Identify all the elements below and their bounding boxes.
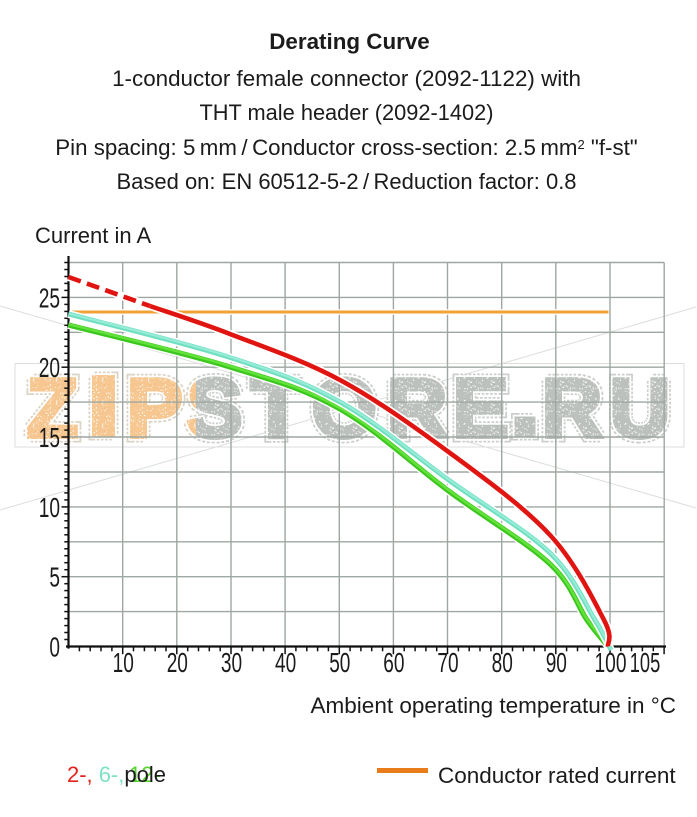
svg-text:60: 60 <box>383 646 404 678</box>
svg-text:100: 100 <box>595 646 627 678</box>
svg-text:20: 20 <box>167 646 188 678</box>
svg-text:15: 15 <box>39 421 60 453</box>
svg-text:10: 10 <box>113 646 134 678</box>
svg-text:80: 80 <box>492 646 513 678</box>
svg-text:70: 70 <box>437 646 458 678</box>
svg-text:25: 25 <box>39 281 60 313</box>
svg-text:50: 50 <box>329 646 350 678</box>
svg-text:0: 0 <box>49 631 60 663</box>
svg-text:30: 30 <box>221 646 242 678</box>
svg-text:40: 40 <box>275 646 296 678</box>
svg-text:10: 10 <box>39 491 60 523</box>
svg-text:90: 90 <box>546 646 567 678</box>
svg-text:5: 5 <box>49 561 60 593</box>
svg-text:20: 20 <box>39 351 60 383</box>
svg-text:105: 105 <box>630 646 661 678</box>
